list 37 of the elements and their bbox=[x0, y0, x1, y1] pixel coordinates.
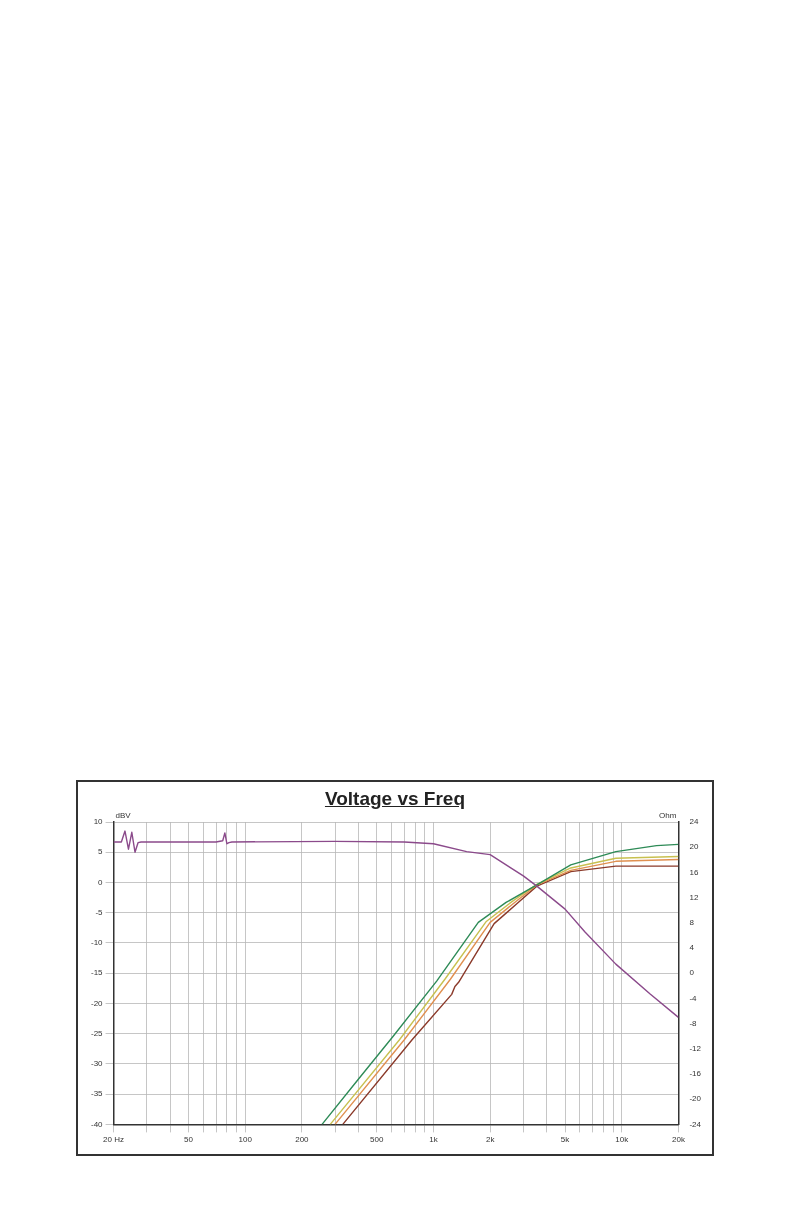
y-tick-label: -5 bbox=[95, 907, 104, 917]
y2-tick-label: -8 bbox=[689, 1018, 698, 1028]
y-tick-label: -35 bbox=[91, 1089, 104, 1099]
y-tick-label: -20 bbox=[91, 998, 104, 1008]
y2-tick-label: 24 bbox=[689, 817, 699, 827]
y2-tick-label: -4 bbox=[689, 993, 698, 1003]
x-tick-label: 20 Hz bbox=[103, 1135, 125, 1145]
y2-tick-label: 0 bbox=[689, 968, 695, 978]
y2-tick-label: -20 bbox=[689, 1094, 702, 1104]
y-tick-label: -40 bbox=[91, 1119, 104, 1129]
x-tick-label: 200 bbox=[295, 1135, 310, 1145]
x-tick-label: 100 bbox=[238, 1135, 253, 1145]
y-tick-label: 0 bbox=[98, 877, 104, 887]
x-tick-label: 50 bbox=[184, 1135, 194, 1145]
y-tick-label: -25 bbox=[91, 1028, 104, 1038]
chart-title: Voltage vs Freq bbox=[323, 788, 467, 810]
x-tick-label: 2k bbox=[485, 1135, 496, 1145]
y-tick-label: 10 bbox=[93, 817, 104, 827]
y2-tick-label: 4 bbox=[689, 943, 695, 953]
y2-tick-label: 12 bbox=[689, 892, 699, 902]
y-tick-label: 5 bbox=[98, 847, 104, 857]
x-tick-label: 1k bbox=[429, 1135, 439, 1145]
y-tick-label: -10 bbox=[91, 938, 104, 948]
y-tick-label: -15 bbox=[91, 968, 104, 978]
y2-tick-label: 20 bbox=[689, 842, 699, 852]
y2-tick-label: -24 bbox=[689, 1119, 702, 1129]
x-tick-label: 20k bbox=[671, 1135, 686, 1145]
y-axis-title: dBV bbox=[115, 811, 132, 821]
y2-tick-label: 16 bbox=[689, 867, 699, 877]
y2-tick-label: -12 bbox=[689, 1044, 702, 1053]
y2-tick-label: -16 bbox=[689, 1069, 702, 1079]
y2-tick-label: 8 bbox=[689, 918, 695, 927]
x-tick-label: 10k bbox=[615, 1135, 630, 1145]
x-tick-label: 500 bbox=[370, 1135, 384, 1145]
x-tick-label: 5k bbox=[560, 1135, 571, 1145]
y2-axis-title: Ohm bbox=[659, 811, 677, 821]
y-tick-label: -30 bbox=[91, 1059, 104, 1069]
